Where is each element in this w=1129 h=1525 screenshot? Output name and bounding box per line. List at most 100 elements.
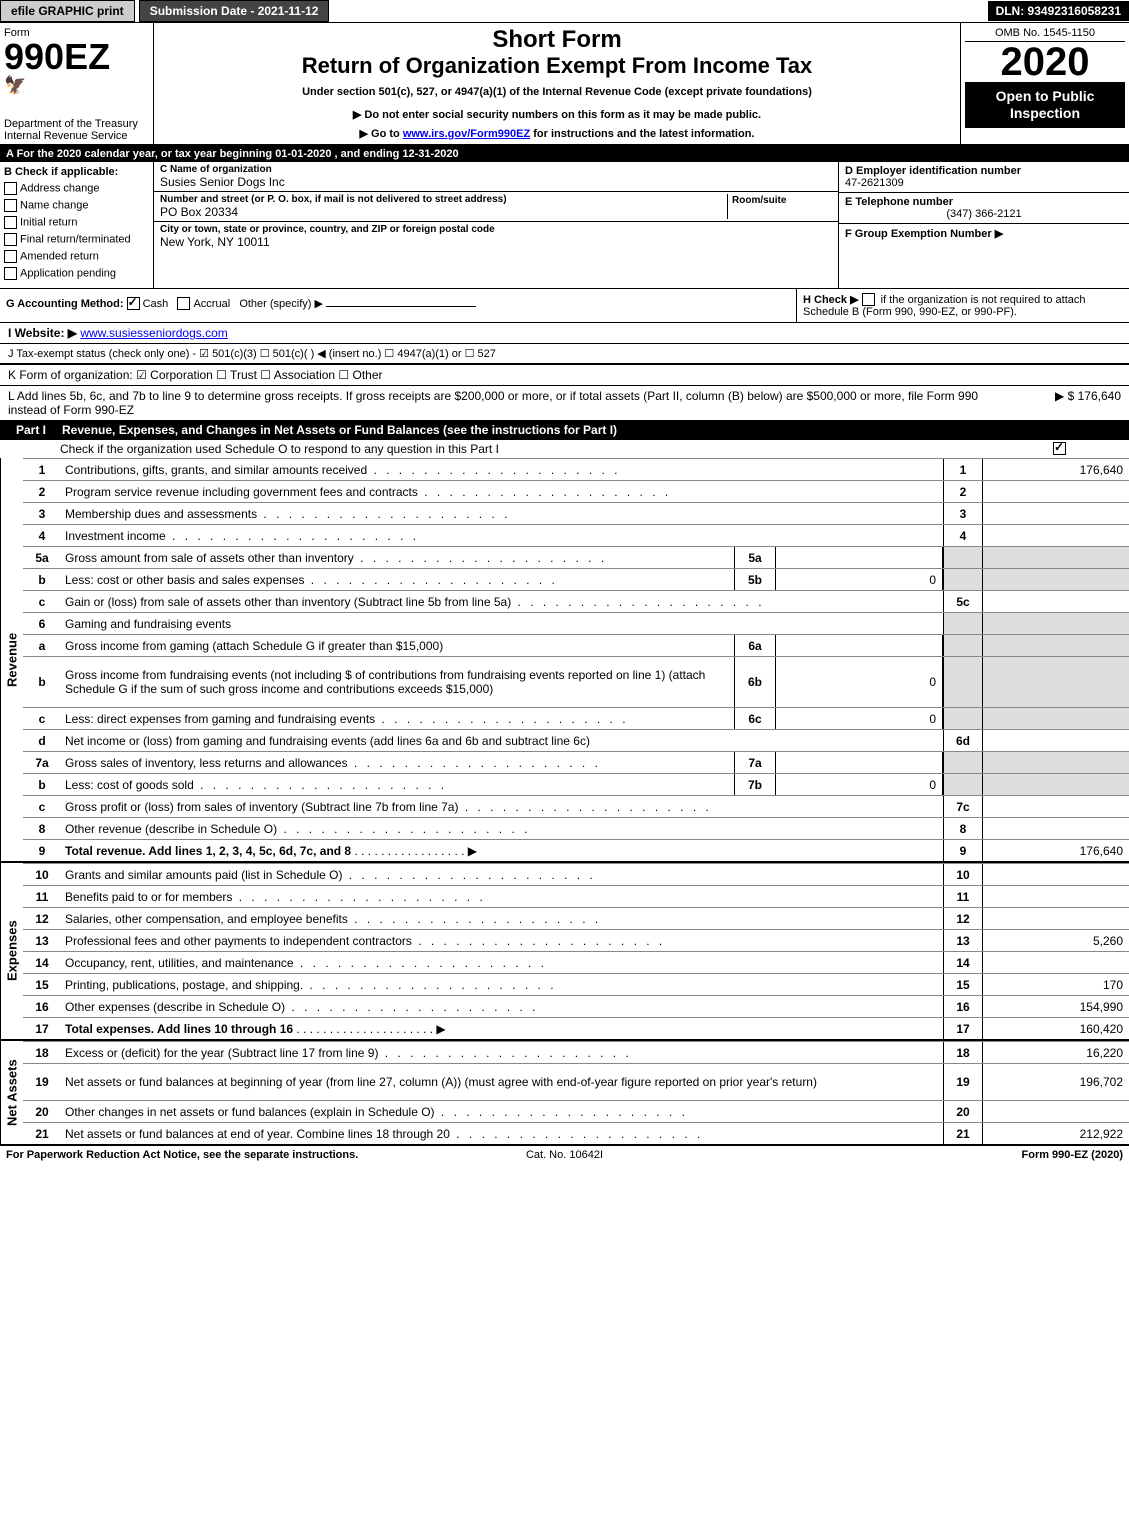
line-1-amount: 176,640 [983,459,1129,480]
accrual-checkbox[interactable] [177,297,190,310]
footer-right: Form 990-EZ (2020) [751,1149,1123,1161]
application-pending-checkbox[interactable] [4,267,17,280]
irs-link[interactable]: www.irs.gov/Form990EZ [403,128,530,140]
line-11-amount [983,886,1129,907]
initial-return-checkbox[interactable] [4,216,17,229]
line-7c-box: 7c [943,796,983,817]
i-label: I Website: ▶ [8,326,77,340]
j-tax-exempt: J Tax-exempt status (check only one) - ☑… [0,343,1129,363]
line-12-amount [983,908,1129,929]
address-change-label: Address change [20,182,100,194]
submission-date-button[interactable]: Submission Date - 2021-11-12 [139,0,330,22]
line-14-amount [983,952,1129,973]
line-5a-sa [776,547,943,568]
right-info: D Employer identification number 47-2621… [838,162,1129,288]
line-5c-box: 5c [943,591,983,612]
line-20-box: 20 [943,1101,983,1122]
line-15-box: 15 [943,974,983,995]
line-17-desc: Total expenses. Add lines 10 through 16 … [61,1021,943,1037]
line-5a-amount [983,547,1129,568]
expenses-section: Expenses 10Grants and similar amounts pa… [0,861,1129,1039]
line-4-amount [983,525,1129,546]
line-6-amount [983,613,1129,634]
k-form-org: K Form of organization: ☑ Corporation ☐ … [0,363,1129,385]
line-1-num: 1 [23,463,61,477]
group-exemption-label: F Group Exemption Number ▶ [845,228,1003,240]
org-name-label: C Name of organization [160,164,832,175]
line-14-desc: Occupancy, rent, utilities, and maintena… [61,955,943,971]
line-6a-sa [776,635,943,656]
top-bar: efile GRAPHIC print Submission Date - 20… [0,0,1129,23]
line-4-num: 4 [23,529,61,543]
department-label: Department of the Treasury Internal Reve… [4,118,138,142]
line-6c-num: c [23,712,61,726]
line-17-num: 17 [23,1022,61,1036]
part-1-label: Part I [8,423,54,437]
header-left: Form 990EZ 🦅 Department of the Treasury … [0,23,154,144]
final-return-label: Final return/terminated [20,233,131,245]
efile-print-button[interactable]: efile GRAPHIC print [0,0,135,22]
line-6d-desc: Net income or (loss) from gaming and fun… [61,733,943,749]
line-9-box: 9 [943,840,983,861]
line-17-amount: 160,420 [983,1018,1129,1039]
dln-label: DLN: 93492316058231 [988,1,1129,21]
ein-value: 47-2621309 [845,177,1123,189]
ssn-warning: ▶ Do not enter social security numbers o… [158,108,956,121]
line-4-desc: Investment income [61,528,943,544]
line-5b-sa: 0 [776,569,943,590]
line-15-desc: Printing, publications, postage, and shi… [61,977,943,993]
line-5b-desc: Less: cost or other basis and sales expe… [61,572,734,588]
name-change-checkbox[interactable] [4,199,17,212]
line-5a-num: 5a [23,551,61,565]
line-6c-box [943,708,983,729]
name-change-label: Name change [20,199,89,211]
cash-checkbox[interactable] [127,297,140,310]
line-6b-desc: Gross income from fundraising events (no… [61,667,734,697]
line-21-num: 21 [23,1127,61,1141]
check-column: B Check if applicable: Address change Na… [0,162,154,288]
part-1-schedule-o-checkbox[interactable] [1053,442,1066,455]
line-16-desc: Other expenses (describe in Schedule O) [61,999,943,1015]
amended-return-checkbox[interactable] [4,250,17,263]
line-18-desc: Excess or (deficit) for the year (Subtra… [61,1045,943,1061]
line-18-num: 18 [23,1046,61,1060]
address-change-checkbox[interactable] [4,182,17,195]
line-5b-num: b [23,573,61,587]
line-6b-sb: 6b [734,657,776,707]
line-7b-desc: Less: cost of goods sold [61,777,734,793]
form-header: Form 990EZ 🦅 Department of the Treasury … [0,23,1129,146]
part-1-check-text: Check if the organization used Schedule … [60,442,1053,456]
line-7a-desc: Gross sales of inventory, less returns a… [61,755,734,771]
identity-section: B Check if applicable: Address change Na… [0,162,1129,288]
line-12-desc: Salaries, other compensation, and employ… [61,911,943,927]
open-to-public: Open to Public Inspection [965,82,1125,128]
line-18-amount: 16,220 [983,1042,1129,1063]
cash-label: Cash [143,298,169,310]
line-16-box: 16 [943,996,983,1017]
line-2-box: 2 [943,481,983,502]
website-link[interactable]: www.susiesseniordogs.com [80,326,227,340]
under-section: Under section 501(c), 527, or 4947(a)(1)… [158,86,956,98]
line-5c-num: c [23,595,61,609]
line-7a-sb: 7a [734,752,776,773]
initial-return-label: Initial return [20,216,77,228]
part-1-check-row: Check if the organization used Schedule … [0,440,1129,458]
line-6b-sa: 0 [776,657,943,707]
part-1-title: Revenue, Expenses, and Changes in Net As… [62,423,617,437]
line-5a-box [943,547,983,568]
net-assets-section: Net Assets 18Excess or (deficit) for the… [0,1039,1129,1144]
addr-label: Number and street (or P. O. box, if mail… [160,194,727,205]
line-19-num: 19 [23,1075,61,1089]
line-10-box: 10 [943,864,983,885]
line-2-amount [983,481,1129,502]
h-checkbox[interactable] [862,293,875,306]
line-1-desc: Contributions, gifts, grants, and simila… [61,462,943,478]
check-header: B Check if applicable: [4,166,149,178]
final-return-checkbox[interactable] [4,233,17,246]
line-5a-sb: 5a [734,547,776,568]
line-7c-desc: Gross profit or (loss) from sales of inv… [61,799,943,815]
line-10-amount [983,864,1129,885]
line-6c-amount [983,708,1129,729]
line-17-box: 17 [943,1018,983,1039]
revenue-section: Revenue 1Contributions, gifts, grants, a… [0,458,1129,861]
